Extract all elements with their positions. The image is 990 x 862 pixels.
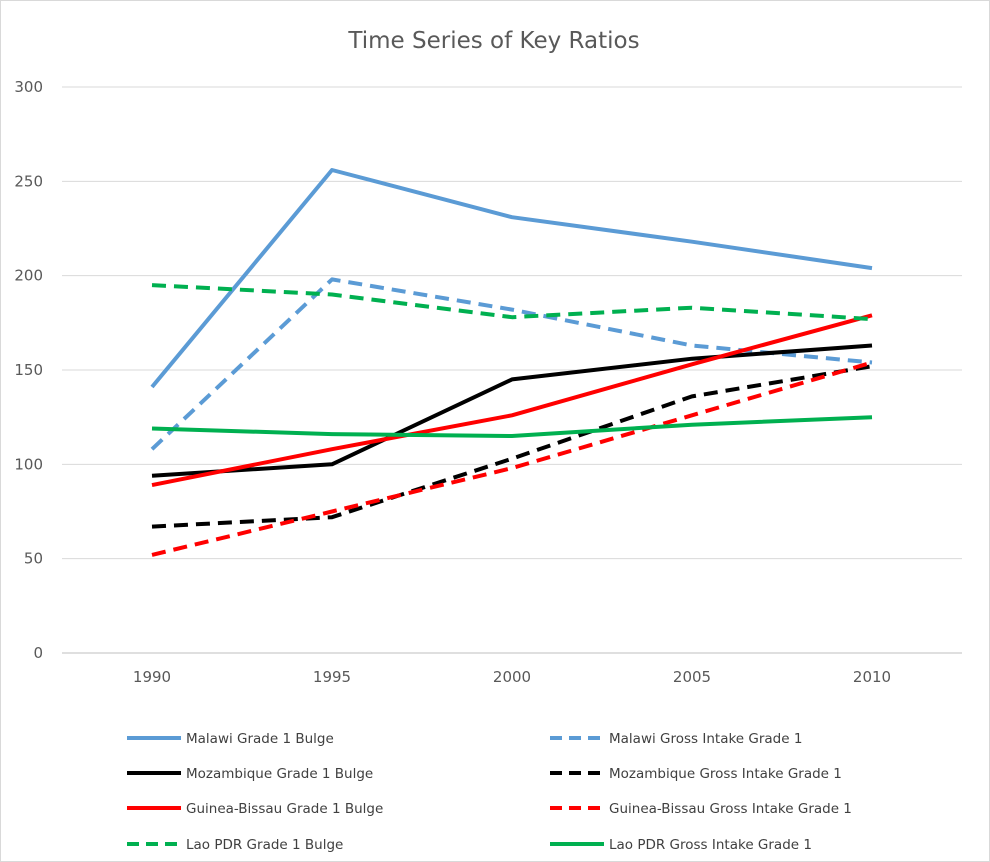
legend-label: Guinea-Bissau Gross Intake Grade 1 xyxy=(609,801,852,817)
series-line xyxy=(151,343,873,478)
legend-item: Guinea-Bissau Gross Intake Grade 1 xyxy=(550,801,852,817)
legend-label: Malawi Gross Intake Grade 1 xyxy=(609,731,802,747)
legend: Malawi Grade 1 Bulge Malawi Gross Intake … xyxy=(127,731,852,853)
x-tick-label: 1990 xyxy=(133,668,171,686)
legend-item: Mozambique Gross Intake Grade 1 xyxy=(550,766,842,782)
y-tick-label: 0 xyxy=(33,644,43,662)
legend-item: Lao PDR Gross Intake Grade 1 xyxy=(550,837,812,853)
legend-item: Malawi Grade 1 Bulge xyxy=(127,731,334,747)
gridlines xyxy=(62,86,962,654)
series-line xyxy=(151,313,873,488)
series-line xyxy=(151,360,873,557)
x-tick-label: 2010 xyxy=(853,668,891,686)
y-tick-label: 250 xyxy=(14,172,43,190)
legend-label: Lao PDR Grade 1 Bulge xyxy=(186,837,343,853)
series-line xyxy=(150,277,873,451)
series-line xyxy=(151,364,873,529)
x-tick-label: 1995 xyxy=(313,668,351,686)
legend-label: Mozambique Grade 1 Bulge xyxy=(186,766,373,782)
chart-title: Time Series of Key Ratios xyxy=(347,28,639,54)
x-axis-tick-labels: 1990 1995 2000 2005 2010 xyxy=(133,668,891,686)
y-tick-label: 300 xyxy=(14,78,43,96)
legend-label: Lao PDR Gross Intake Grade 1 xyxy=(609,837,812,853)
legend-item: Malawi Gross Intake Grade 1 xyxy=(550,731,802,747)
legend-item: Lao PDR Grade 1 Bulge xyxy=(127,837,343,853)
y-tick-label: 200 xyxy=(14,267,43,285)
x-tick-label: 2000 xyxy=(493,668,531,686)
legend-item: Guinea-Bissau Grade 1 Bulge xyxy=(127,801,383,817)
y-tick-label: 100 xyxy=(14,455,43,473)
series-line xyxy=(150,168,873,389)
y-tick-label: 150 xyxy=(14,361,43,379)
series-line xyxy=(151,415,873,438)
x-tick-label: 2005 xyxy=(673,668,711,686)
legend-item: Mozambique Grade 1 Bulge xyxy=(127,766,373,782)
series-lines xyxy=(150,168,873,557)
series-line xyxy=(151,283,873,322)
legend-label: Mozambique Gross Intake Grade 1 xyxy=(609,766,842,782)
legend-label: Malawi Grade 1 Bulge xyxy=(186,731,334,747)
y-tick-label: 50 xyxy=(24,550,43,568)
legend-label: Guinea-Bissau Grade 1 Bulge xyxy=(186,801,383,817)
y-axis-tick-labels: 0 50 100 150 200 250 300 xyxy=(14,78,43,662)
